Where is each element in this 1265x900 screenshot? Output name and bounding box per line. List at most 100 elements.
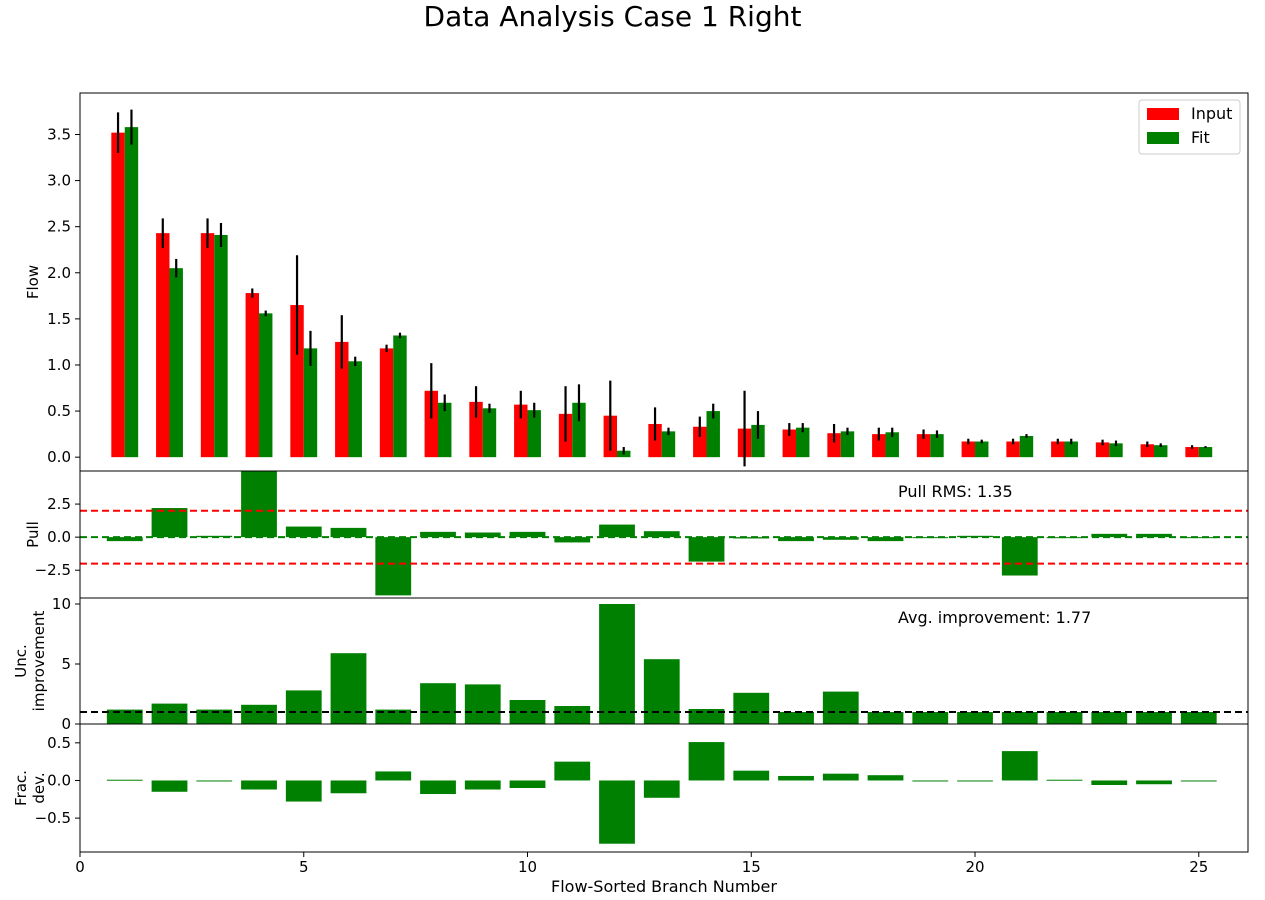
pull-bar <box>688 537 725 562</box>
legend-label-input: Input <box>1191 104 1232 123</box>
fit-bar <box>930 434 944 458</box>
frac-dev-bar <box>196 780 233 782</box>
input-bar <box>961 441 976 458</box>
fit-bar <box>661 431 676 458</box>
pull-bar <box>1091 533 1128 538</box>
x-tick-label: 5 <box>299 858 309 876</box>
improvement-bar <box>1091 712 1128 724</box>
improvement-bar <box>285 690 322 724</box>
input-bar <box>200 233 215 458</box>
improvement-tick-label: 5 <box>61 655 71 673</box>
improvement-bar <box>1136 712 1172 724</box>
frac-dev-panel-frame <box>79 723 1249 853</box>
legend-label-fit: Fit <box>1191 128 1210 147</box>
flow-tick-label: 1.5 <box>47 310 71 328</box>
frac-dev-bar <box>285 780 322 802</box>
fit-bar <box>885 432 899 458</box>
input-bar <box>1185 447 1199 458</box>
x-tick-label: 0 <box>75 858 85 876</box>
pull-bar <box>778 537 814 542</box>
frac-dev-bar <box>822 773 859 781</box>
improvement-bar <box>599 604 635 724</box>
fit-bar <box>572 402 586 458</box>
improvement-bar <box>643 659 680 724</box>
frac-dev-bar <box>1091 780 1128 785</box>
improvement-bar <box>196 709 233 724</box>
improvement-bar <box>867 712 904 724</box>
frac-dev-bar <box>1136 780 1172 785</box>
frac-dev-bar <box>599 780 635 844</box>
avg-improvement-annotation: Avg. improvement: 1.77 <box>898 608 1091 627</box>
frac-dev-bar <box>867 775 904 781</box>
frac-dev-bar <box>1046 779 1083 781</box>
improvement-bar <box>778 712 814 724</box>
pull-bar <box>285 526 322 538</box>
fit-bar <box>1109 443 1123 458</box>
pull-y-axis-label: Pull <box>24 521 42 548</box>
input-bar <box>290 305 304 458</box>
flow-tick-label: 0.5 <box>47 402 71 420</box>
legend-swatch-fit <box>1147 132 1179 144</box>
flow-tick-label: 3.0 <box>47 172 71 190</box>
input-bar <box>916 434 931 458</box>
input-bar <box>335 341 349 458</box>
fit-bar <box>303 348 318 458</box>
frac-dev-y-axis-label: Frac. <box>12 770 30 806</box>
fit-bar <box>706 411 720 458</box>
frac-dev-y-axis-label: dev. <box>30 772 48 803</box>
x-tick-label: 25 <box>1189 858 1208 876</box>
frac-dev-bar <box>151 780 188 792</box>
frac-dev-bar <box>912 780 949 782</box>
pull-bar <box>151 508 188 538</box>
improvement-bar <box>1046 712 1083 724</box>
frac-dev-bar <box>330 780 367 794</box>
improvement-tick-label: 10 <box>52 595 71 613</box>
pull-bar <box>554 537 591 543</box>
input-bar <box>827 433 841 458</box>
fit-bar <box>348 361 362 458</box>
input-bar <box>1095 442 1110 458</box>
pull-bar <box>375 537 412 596</box>
input-bar <box>1006 441 1020 458</box>
pull-bar <box>867 537 904 542</box>
x-tick-label: 20 <box>965 858 984 876</box>
pull-tick-label: 0.0 <box>47 528 71 546</box>
improvement-bar <box>733 692 770 724</box>
frac-dev-bar <box>733 770 770 781</box>
input-bar <box>1051 441 1065 458</box>
fit-bar <box>438 402 452 458</box>
pull-bar <box>643 531 680 538</box>
input-bar <box>156 233 170 458</box>
frac-dev-bar <box>1001 751 1038 781</box>
pull-tick-label: −2.5 <box>35 561 71 579</box>
fit-bar <box>393 335 407 458</box>
fit-bar <box>482 408 497 458</box>
input-bar <box>782 429 797 458</box>
input-bar <box>424 390 439 458</box>
flow-tick-label: 2.0 <box>47 264 71 282</box>
improvement-bar <box>957 712 993 724</box>
frac-dev-bar <box>241 780 277 790</box>
frac-dev-bar <box>375 771 412 781</box>
legend-swatch-input <box>1147 108 1179 120</box>
improvement-y-axis-label: Unc. <box>12 644 30 678</box>
improvement-bar <box>151 703 188 724</box>
improvement-bar <box>912 712 949 724</box>
pull-bar <box>599 524 635 538</box>
fit-bar <box>796 427 810 458</box>
pull-bar <box>509 531 546 538</box>
flow-tick-label: 1.0 <box>47 356 71 374</box>
fit-bar <box>975 441 989 458</box>
fit-bar <box>527 410 541 458</box>
fit-bar <box>1019 435 1034 458</box>
improvement-bar <box>241 704 277 724</box>
frac-dev-bar <box>643 780 680 798</box>
fit-bar <box>169 268 183 458</box>
pull-bar <box>330 527 367 538</box>
input-bar <box>469 401 483 458</box>
frac-dev-bar <box>1180 780 1217 782</box>
input-bar <box>514 404 528 458</box>
fit-bar <box>214 234 228 458</box>
improvement-bar <box>375 709 412 724</box>
